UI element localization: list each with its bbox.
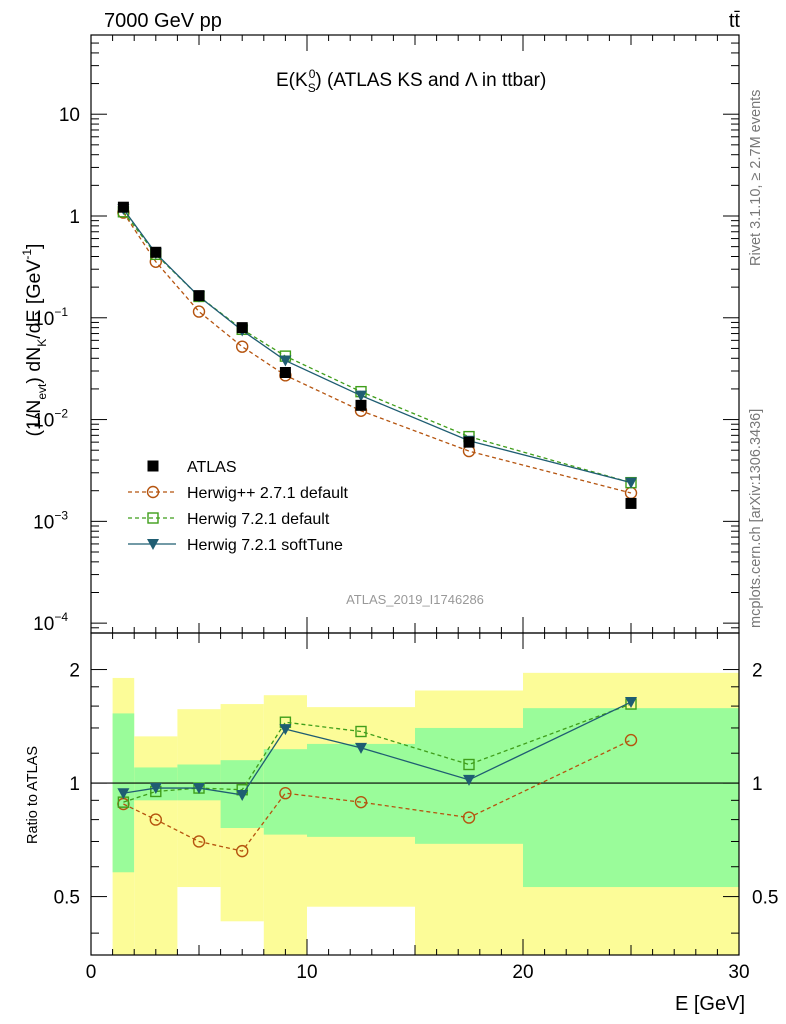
legend-label: Herwig++ 2.7.1 default xyxy=(187,485,349,502)
ratio-point xyxy=(149,813,163,826)
main-line xyxy=(122,211,632,484)
ratio-axis-ticks: 0.5 0.51 12 20 10 20 30 xyxy=(54,633,778,983)
main-point xyxy=(236,322,248,334)
ratio-series xyxy=(117,733,638,858)
header-right: tt̄ xyxy=(729,10,741,32)
ratio-point xyxy=(279,786,292,800)
main-series xyxy=(117,201,637,509)
y-tick-label: 10−3 xyxy=(33,508,68,533)
band-inner-bin xyxy=(523,708,739,888)
legend-marker xyxy=(146,485,160,499)
main-series xyxy=(117,206,638,500)
ratio-line xyxy=(123,703,632,803)
ratio-point xyxy=(463,758,475,771)
main-point xyxy=(355,399,367,411)
main-line xyxy=(122,212,632,494)
legend: ATLAS Herwig++ 2.7.1 default Herwig 7.2.1 … xyxy=(128,459,349,554)
band-inner-bin xyxy=(415,727,523,844)
legend-marker xyxy=(147,512,159,524)
ratio-y-tick-label-right: 1 xyxy=(752,774,763,795)
main-point xyxy=(235,340,249,353)
band-inner-bin xyxy=(263,749,307,835)
main-point xyxy=(192,305,206,318)
x-axis-label: E [GeV] xyxy=(675,993,745,1015)
rivet-label: Rivet 3.1.10, ≥ 2.7M events xyxy=(748,90,764,266)
ratio-y-tick-label: 2 xyxy=(69,661,80,682)
main-point xyxy=(625,497,637,509)
main-point xyxy=(279,366,291,378)
mcplots-label: mcplots.cern.ch [arXiv:1306.3436] xyxy=(748,409,764,628)
ratio-series-group xyxy=(117,697,638,858)
x-tick-label: 0 xyxy=(86,962,97,983)
ratio-series xyxy=(117,697,637,801)
ratio-y-tick-label: 1 xyxy=(69,774,80,795)
ratio-point xyxy=(235,844,249,858)
ratio-point xyxy=(149,783,162,795)
legend-label: ATLAS xyxy=(187,459,237,476)
ratio-y-axis-label: Ratio to ATLAS xyxy=(25,746,41,844)
y-tick-label: 1 xyxy=(69,207,80,228)
main-point xyxy=(625,477,637,489)
ratio-point xyxy=(117,788,130,800)
ratio-y-tick-label-right: 0.5 xyxy=(752,888,778,909)
main-point xyxy=(355,390,367,402)
legend-label: Herwig 7.2.1 softTune xyxy=(187,537,343,554)
legend-marker xyxy=(147,539,159,550)
x-tick-label: 20 xyxy=(512,962,533,983)
ratio-point xyxy=(279,724,292,736)
main-y-axis-label: (1/Nevt) dNK/dE [GeV-1] xyxy=(20,244,49,437)
main-axis-ticks: 10−4 10−3 10−2 10−1 1 10 xyxy=(33,34,740,635)
ratio-point xyxy=(625,697,637,709)
ratio-point xyxy=(192,835,206,848)
main-point xyxy=(193,290,205,302)
main-point xyxy=(150,246,162,258)
header-left: 7000 GeV pp xyxy=(104,10,222,32)
y-tick-label: 10−2 xyxy=(33,407,68,432)
ratio-point xyxy=(624,733,638,747)
ratio-point xyxy=(355,742,367,754)
y-tick-label: 10 xyxy=(59,105,80,126)
y-tick-label: 10−1 xyxy=(33,305,68,330)
ratio-line xyxy=(123,739,632,852)
ratio-y-tick-label-right: 2 xyxy=(752,661,763,682)
x-tick-label: 10 xyxy=(296,962,317,983)
ratio-point xyxy=(354,795,368,809)
ratio-y-tick-label: 0.5 xyxy=(54,888,80,909)
ratio-point xyxy=(462,811,476,824)
ratio-point xyxy=(355,725,367,738)
legend-marker xyxy=(147,460,159,472)
main-series xyxy=(117,204,637,489)
main-series-group xyxy=(117,201,638,509)
ratio-uncertainty-bands xyxy=(91,672,739,955)
y-tick-label: 10−4 xyxy=(33,610,68,635)
main-point xyxy=(279,355,292,367)
ratio-point xyxy=(193,783,205,795)
ratio-point xyxy=(463,774,475,786)
x-tick-label: 30 xyxy=(728,962,749,983)
ratio-point xyxy=(236,789,249,801)
band-inner-bin xyxy=(307,743,415,837)
main-series xyxy=(117,206,637,489)
legend-label: Herwig 7.2.1 default xyxy=(187,511,330,528)
main-point xyxy=(463,436,475,448)
analysis-watermark: ATLAS_2019_I1746286 xyxy=(346,592,484,607)
ratio-line xyxy=(123,701,632,796)
main-point xyxy=(117,201,129,213)
main-line xyxy=(122,208,632,484)
plot-title: E(KS0) (ATLAS KS and Λ in ttbar) xyxy=(276,67,546,95)
